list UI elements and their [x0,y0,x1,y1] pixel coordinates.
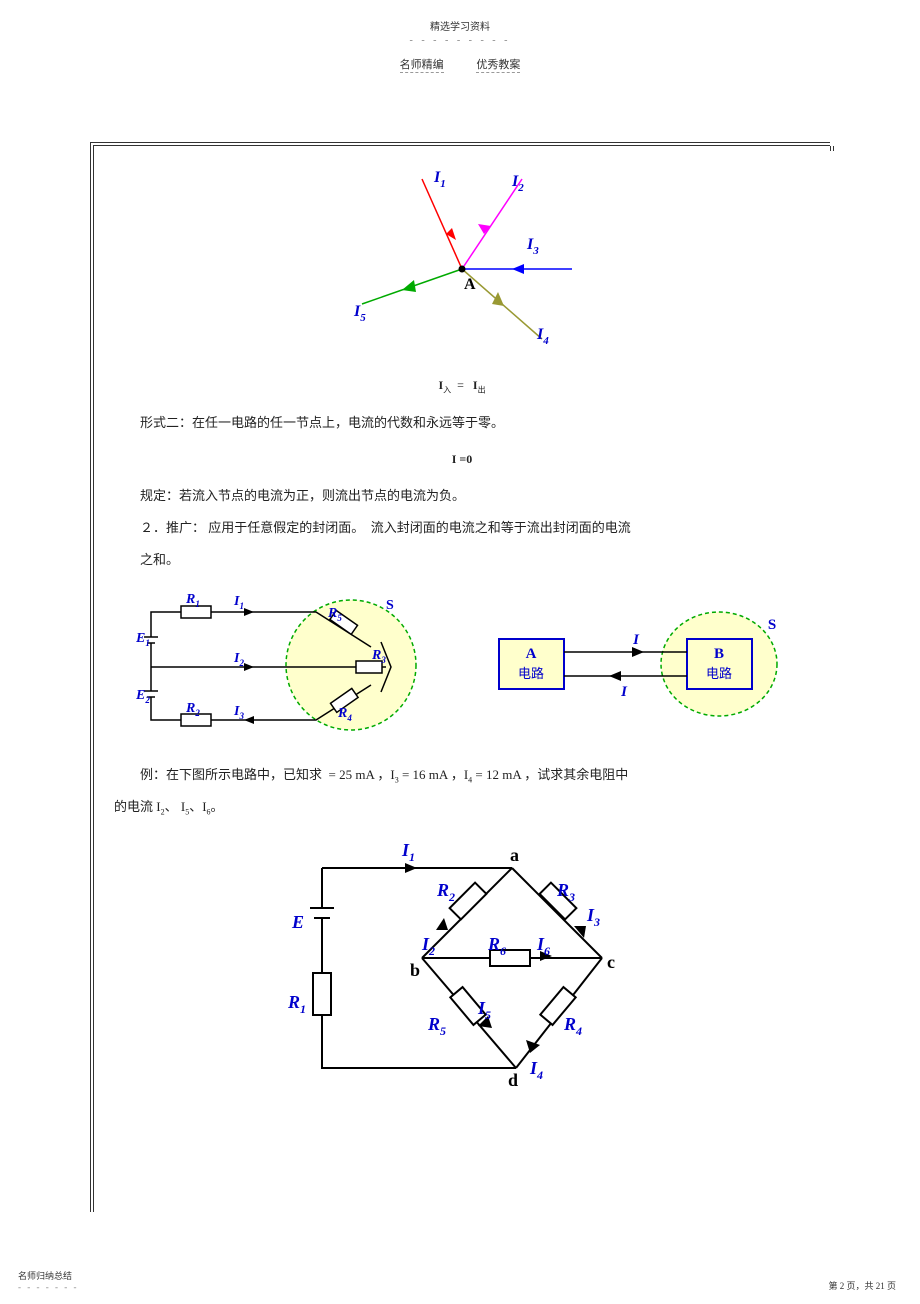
svg-text:d: d [508,1070,518,1088]
top-header-title: 精选学习资料 [0,18,920,33]
para-extend2: 之和。 [114,545,810,575]
formula-sum-zero: I =0 [114,446,810,474]
svg-text:R1: R1 [287,992,306,1016]
svg-text:I3: I3 [526,236,539,257]
svg-text:R2: R2 [185,701,200,718]
svg-text:b: b [410,960,420,980]
svg-text:I: I [620,684,628,700]
svg-text:I4: I4 [536,326,549,347]
svg-text:I1: I1 [433,169,446,190]
diagram-closed-surface-2: A 电路 B 电路 I I S [469,604,789,724]
svg-text:R5: R5 [427,1014,446,1038]
footer-right: 第 2 页，共 21 页 [828,1279,896,1292]
formula-in-out: I入 = I出 [114,372,810,400]
para-example: 例：在下图所示电路中，已知求 = 25 mA ，I3 = 16 mA ，I4 =… [114,760,810,790]
para-rule: 规定：若流入节点的电流为正，则流出节点的电流为负。 [114,481,810,511]
content-frame: I1 I2 I3 I4 I5 A [90,142,830,1212]
svg-text:I1: I1 [233,594,244,611]
svg-text:I4: I4 [529,1058,543,1082]
svg-text:E1: E1 [136,631,150,648]
para-form2: 形式二：在任一电路的任一节点上，电流的代数和永远等于零。 [114,408,810,438]
svg-text:电路: 电路 [705,666,731,681]
svg-text:R1: R1 [185,592,200,609]
content: I1 I2 I3 I4 I5 A [94,146,830,1088]
svg-text:I: I [632,632,640,648]
svg-text:R4: R4 [563,1014,582,1038]
svg-text:S: S [386,598,394,613]
svg-text:I2: I2 [233,651,244,668]
svg-text:I2: I2 [421,934,435,958]
sub-right: 优秀教案 [476,59,520,73]
svg-text:B: B [713,646,723,662]
diagram-bridge-circuit: E R1 I1 a R2 R3 I3 I2 R6 I6 b c R5 I5 R4… [262,828,662,1088]
svg-text:c: c [607,952,615,972]
footer-left: 名师归纳总结 - - - - - - - [18,1269,78,1292]
svg-text:I2: I2 [511,173,524,194]
svg-text:A: A [525,646,536,662]
svg-text:I5: I5 [353,303,366,324]
svg-text:电路: 电路 [517,666,543,681]
sub-header: 名师精编 优秀教案 [0,56,920,72]
diagram-closed-surface-1: R1 I1 E1 I2 E2 R2 I3 R5 R3 R4 S [136,587,426,742]
para-extend: ２．推广： 应用于任意假定的封闭面。 流入封闭面的电流之和等于流出封闭面的电流 [114,513,810,543]
svg-text:E: E [291,912,304,932]
svg-text:I3: I3 [233,704,244,721]
sub-left: 名师精编 [400,59,444,73]
top-header-dots: - - - - - - - - - [0,35,920,46]
diagram-row: R1 I1 E1 I2 E2 R2 I3 R5 R3 R4 S [114,587,810,742]
svg-text:a: a [510,845,519,865]
top-header: 精选学习资料 - - - - - - - - - [0,0,920,46]
svg-text:R2: R2 [436,880,455,904]
para-example-2: 的电流 I2、 I5、I6。 [114,792,810,822]
svg-text:I1: I1 [401,840,415,864]
svg-text:S: S [767,617,775,633]
svg-text:I3: I3 [586,905,600,929]
svg-text:A: A [464,276,476,293]
diagram-node-currents: I1 I2 I3 I4 I5 A [312,164,612,364]
